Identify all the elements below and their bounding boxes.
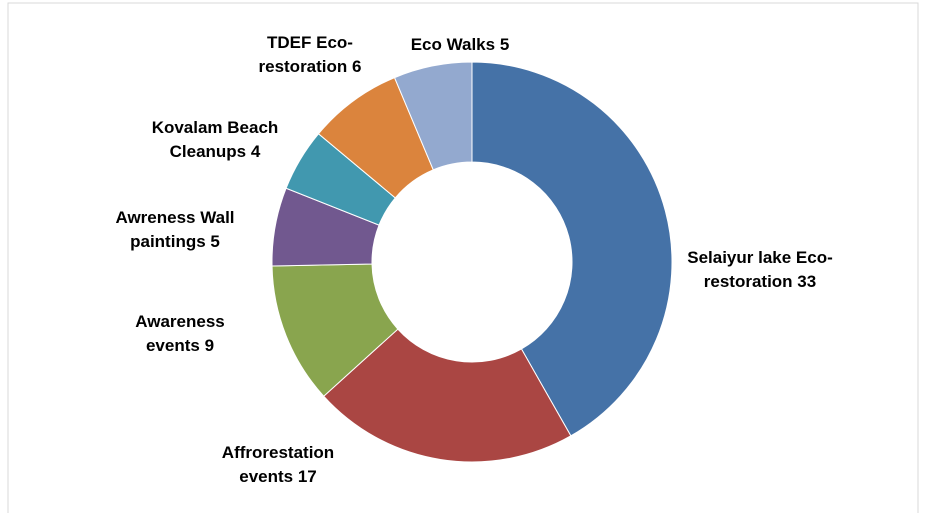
category-label: Affrorestation events [221, 443, 335, 486]
slice-label: Eco Walks 5 [395, 33, 525, 57]
category-label: Selaiyur lake Eco-restoration [687, 248, 833, 291]
category-label: Awreness Wall paintings [115, 208, 235, 251]
doughnut-slice [393, 61, 473, 171]
value-label: 5 [499, 35, 510, 54]
chart-border [7, 2, 919, 513]
slice-label: Awreness Wall paintings 5 [95, 206, 255, 254]
category-label: Awareness events [135, 312, 225, 355]
value-label: 5 [210, 232, 220, 251]
category-label: Eco Walks [410, 35, 496, 54]
value-label: 4 [250, 142, 261, 161]
doughnut-slice [471, 61, 673, 437]
value-label: 6 [352, 57, 362, 76]
value-label: 33 [797, 272, 817, 291]
slice-label: Affrorestation events 17 [198, 441, 358, 489]
slice-label: Awareness events 9 [110, 310, 250, 358]
category-label: Kovalam Beach Cleanups [151, 118, 279, 161]
value-label: 17 [297, 467, 317, 486]
slice-label: TDEF Eco-restoration 6 [245, 31, 375, 79]
value-label: 9 [204, 336, 215, 355]
slice-label: Selaiyur lake Eco-restoration 33 [685, 246, 835, 294]
category-label: TDEF Eco-restoration [258, 33, 353, 76]
slice-label: Kovalam Beach Cleanups 4 [130, 116, 300, 164]
doughnut-slice [323, 328, 572, 463]
